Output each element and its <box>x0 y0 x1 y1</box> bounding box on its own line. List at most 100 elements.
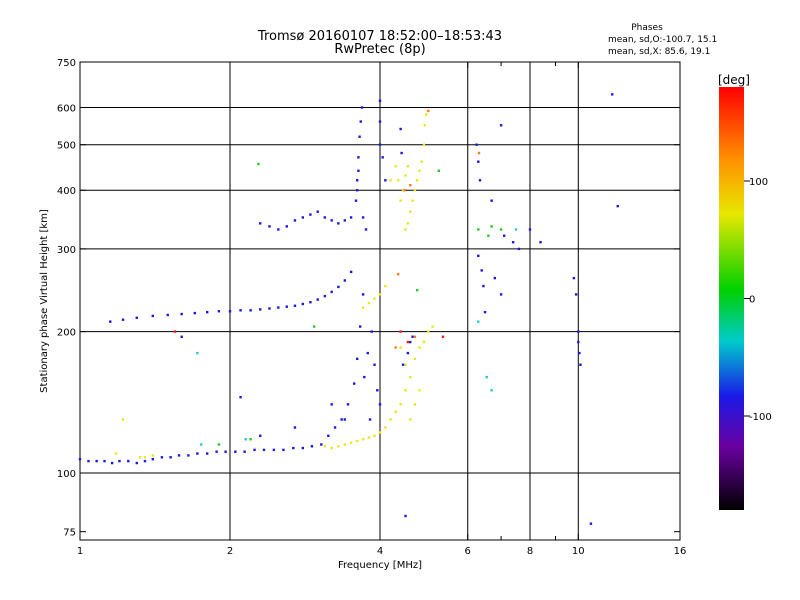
phases-x: mean, sd,X: 85.6, 19.1 <box>608 47 710 57</box>
data-point <box>399 403 402 406</box>
colorbar-label: [deg] <box>718 73 750 87</box>
y-axis-label: Stationary phase Virtual Height [km] <box>39 209 50 393</box>
data-point <box>411 335 414 338</box>
data-point <box>205 310 209 314</box>
data-point <box>234 450 237 453</box>
data-point <box>475 143 478 146</box>
data-point <box>384 179 387 182</box>
data-point <box>316 298 319 301</box>
data-point <box>478 179 482 182</box>
data-point <box>340 418 343 421</box>
data-point <box>127 459 130 463</box>
data-point <box>404 228 407 231</box>
y-tick-label: 300 <box>57 245 76 256</box>
x-tick-label: 6 <box>465 546 471 557</box>
colorbar-tick-label: 0 <box>749 295 755 306</box>
data-point <box>422 143 426 146</box>
data-point <box>110 461 114 465</box>
data-point <box>394 346 397 349</box>
colorbar-tick-label: -100 <box>749 412 772 423</box>
data-point <box>327 434 330 438</box>
data-point <box>406 164 410 168</box>
data-point <box>589 522 593 525</box>
data-point <box>180 335 183 338</box>
data-point <box>285 225 288 228</box>
data-point <box>95 459 98 463</box>
data-point <box>259 434 262 438</box>
data-point <box>358 325 362 328</box>
data-point <box>482 284 485 288</box>
data-point <box>257 162 260 166</box>
data-point <box>244 438 247 441</box>
data-point <box>611 93 614 96</box>
data-point <box>367 301 371 305</box>
data-point <box>309 301 312 304</box>
grid-lines <box>80 62 680 540</box>
data-point <box>389 179 392 182</box>
data-point <box>378 143 382 146</box>
data-point <box>378 120 382 123</box>
data-point <box>409 340 412 344</box>
data-point <box>485 375 488 379</box>
data-points <box>78 93 619 525</box>
data-point <box>359 120 362 123</box>
data-point <box>420 160 423 163</box>
data-point <box>493 276 497 280</box>
data-point <box>572 276 576 280</box>
data-point <box>399 330 402 333</box>
colorbar-ticks: 100 0 -100 <box>744 177 772 423</box>
data-point <box>378 99 382 103</box>
data-point <box>399 199 402 202</box>
data-point <box>404 514 407 518</box>
data-point <box>404 174 407 177</box>
data-point <box>490 225 493 228</box>
y-tick-label: 600 <box>57 104 76 115</box>
data-point <box>401 363 405 366</box>
data-point <box>396 273 400 276</box>
data-point <box>487 234 490 237</box>
data-point <box>169 456 172 459</box>
data-point <box>346 403 350 406</box>
data-point <box>363 375 366 379</box>
data-point <box>406 340 410 344</box>
phases-o: mean, sd,O:-100.7, 15.1 <box>608 35 717 45</box>
data-point <box>574 293 578 296</box>
data-point <box>277 228 280 231</box>
data-point <box>361 216 365 219</box>
data-point <box>103 459 106 463</box>
data-point <box>337 445 340 448</box>
data-point <box>517 247 521 251</box>
y-tick-label: 100 <box>57 469 76 480</box>
data-point <box>477 228 480 231</box>
data-point <box>413 189 417 192</box>
data-point <box>578 351 581 355</box>
data-point <box>277 306 280 309</box>
data-point <box>364 228 368 231</box>
x-tick-label: 16 <box>674 546 687 557</box>
data-point <box>151 314 155 318</box>
data-point <box>441 335 445 338</box>
data-point <box>399 127 402 131</box>
data-point <box>384 284 387 288</box>
x-tick-label: 2 <box>227 546 233 557</box>
data-point <box>418 346 421 349</box>
x-tick-label: 10 <box>572 546 585 557</box>
data-point <box>355 179 359 182</box>
data-point <box>330 219 333 222</box>
data-point <box>259 222 262 225</box>
data-point <box>323 294 327 298</box>
data-point <box>431 325 434 328</box>
data-point <box>357 169 360 172</box>
data-point <box>389 418 392 421</box>
data-point <box>239 309 242 312</box>
data-point <box>330 403 333 406</box>
data-point <box>87 459 90 463</box>
data-point <box>160 456 164 459</box>
colorbar <box>719 87 744 510</box>
data-point <box>293 219 297 222</box>
data-point <box>480 269 483 272</box>
y-tick-label: 500 <box>57 141 76 152</box>
data-point <box>406 222 410 225</box>
data-point <box>577 340 580 344</box>
